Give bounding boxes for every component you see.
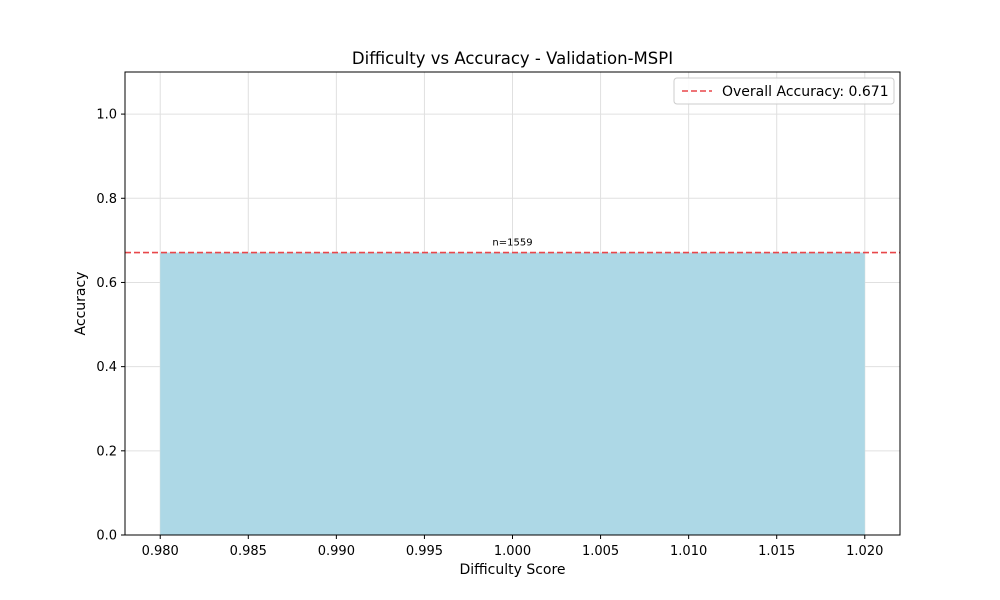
x-tick-label: 0.980 (142, 544, 179, 559)
x-tick-label: 0.995 (406, 544, 443, 559)
y-tick-label: 0.4 (96, 360, 117, 375)
y-tick-label: 0.0 (96, 529, 117, 544)
x-tick-label: 1.015 (758, 544, 795, 559)
bar-count-label: n=1559 (492, 238, 532, 249)
x-axis-label: Difficulty Score (459, 562, 565, 578)
tick-layer: 0.980 0.985 0.990 0.995 1.000 1.005 1.010 1.015… (96, 108, 883, 559)
x-tick-label: 1.020 (846, 544, 883, 559)
legend-label: Overall Accuracy: 0.671 (722, 84, 889, 100)
y-tick-label: 0.6 (96, 276, 117, 291)
x-tick-label: 1.000 (494, 544, 531, 559)
y-axis-label: Accuracy (73, 272, 89, 336)
bar-layer: n=1559 (160, 238, 865, 535)
bar (160, 252, 865, 535)
chart-title: Difficulty vs Accuracy - Validation-MSPI (352, 49, 673, 68)
x-tick-label: 1.010 (670, 544, 707, 559)
x-tick-label: 0.990 (318, 544, 355, 559)
y-tick-label: 0.2 (96, 444, 117, 459)
x-tick-label: 0.985 (230, 544, 267, 559)
legend: Overall Accuracy: 0.671 (673, 77, 895, 105)
x-tick-label: 1.005 (582, 544, 619, 559)
y-tick-label: 1.0 (96, 108, 117, 123)
legend-box (673, 77, 895, 105)
y-tick-label: 0.8 (96, 192, 117, 207)
